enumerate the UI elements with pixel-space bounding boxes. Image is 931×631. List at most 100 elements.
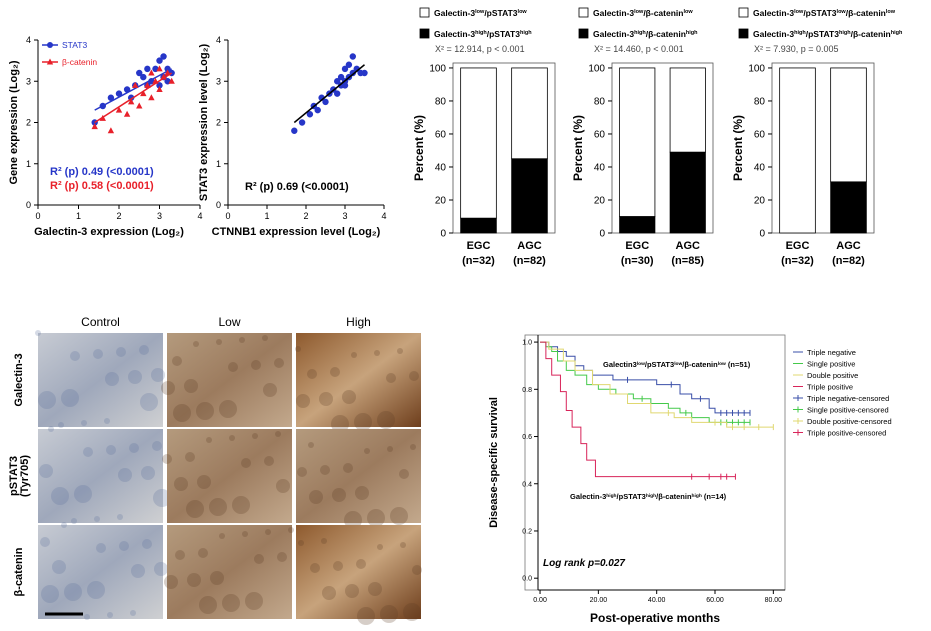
point — [132, 81, 139, 88]
texture — [83, 447, 93, 457]
survival-curve — [540, 341, 751, 423]
texture — [263, 383, 277, 397]
texture — [70, 351, 80, 361]
texture — [351, 352, 357, 358]
texture — [265, 529, 271, 535]
legend-label: Double positive-censored — [807, 417, 892, 426]
point — [148, 94, 155, 101]
y-tick-label: 4 — [216, 35, 221, 45]
survival-curve — [540, 341, 774, 428]
legend-censor — [793, 395, 803, 401]
superscript: low — [634, 9, 644, 15]
x-tick-label: 3 — [157, 211, 162, 221]
y-tick-label: 80 — [754, 96, 766, 107]
texture — [210, 571, 224, 585]
y-tick-label: 3 — [216, 76, 221, 86]
row-label: (Tyr705) — [19, 455, 31, 497]
x-tick-note: (n=30) — [621, 255, 654, 267]
legend-censor — [793, 429, 803, 436]
text-part: Galectin-3 — [593, 29, 634, 39]
superscript: high — [891, 30, 903, 36]
annotation: Galectin3low/pSTAT3low/β-cateninlow (n=5… — [603, 360, 751, 369]
legend-label: Galectin-3high/β-cateninhigh — [593, 29, 698, 39]
texture — [320, 465, 330, 475]
row-label: pSTAT3 — [8, 456, 20, 496]
texture — [216, 339, 222, 345]
point — [156, 57, 163, 64]
texture — [251, 360, 261, 370]
y-axis-label: Disease-specific survival — [488, 397, 500, 528]
superscript: low — [886, 9, 896, 15]
annotation: Log rank p=0.027 — [543, 558, 625, 569]
texture — [74, 485, 92, 503]
superscript: high — [520, 30, 532, 36]
texture — [399, 469, 409, 479]
texture — [161, 381, 175, 395]
texture — [343, 463, 353, 473]
x-tick-note: (n=82) — [513, 255, 546, 267]
superscript: high — [646, 493, 656, 499]
texture — [128, 370, 142, 384]
point — [298, 119, 306, 126]
superscript: low — [475, 9, 485, 15]
plot-frame — [452, 62, 556, 234]
texture — [151, 368, 165, 382]
x-tick-label: 2 — [116, 211, 121, 221]
point — [115, 106, 123, 113]
texture — [228, 362, 238, 372]
histology-image — [296, 333, 421, 427]
texture — [118, 468, 132, 482]
x-tick-label: EGC — [786, 240, 810, 252]
x-tick-label: 80.00 — [765, 597, 783, 604]
texture — [84, 614, 90, 620]
y-tick-label: 0.0 — [522, 576, 532, 583]
texture — [119, 541, 129, 551]
trend-line — [94, 68, 173, 111]
texture — [107, 612, 113, 618]
texture — [307, 369, 317, 379]
x-tick-label: 2 — [303, 211, 308, 221]
texture — [87, 581, 105, 599]
annotation: R² (p) 0.69 (<0.0001) — [245, 181, 349, 193]
legend-label: STAT3 — [62, 40, 87, 50]
bar-segment — [830, 67, 867, 183]
y-tick-label: 1 — [26, 159, 31, 169]
text-part: Galectin-3 — [753, 29, 794, 39]
texture — [219, 533, 225, 539]
texture — [390, 507, 408, 525]
y-axis-label: Gene expression (Log₂) — [8, 60, 20, 184]
bar-segment — [619, 216, 656, 234]
superscript: low — [674, 361, 682, 367]
text-part: Galectin3 — [603, 360, 637, 369]
texture — [61, 389, 79, 407]
x-tick-label: AGC — [676, 240, 701, 252]
texture — [140, 393, 158, 411]
point — [107, 94, 115, 101]
bar-segment — [779, 67, 816, 234]
legend-swatch — [578, 7, 589, 18]
texture — [209, 498, 227, 516]
legend-swatch — [738, 28, 749, 39]
point — [91, 123, 98, 130]
survival-curve — [540, 341, 736, 478]
point — [140, 90, 147, 97]
texture — [81, 420, 87, 426]
x-axis-label: Post-operative months — [590, 611, 720, 625]
texture — [264, 456, 274, 466]
legend-marker — [46, 58, 54, 65]
histology-image — [167, 525, 292, 619]
legend-label: Triple positive-censored — [807, 429, 886, 438]
point — [144, 81, 151, 88]
x-tick-label: 4 — [381, 211, 386, 221]
histology-image — [296, 525, 421, 619]
texture — [219, 400, 237, 418]
y-tick-label: 2 — [216, 118, 221, 128]
y-tick-label: 0.8 — [522, 387, 532, 394]
point — [334, 78, 341, 85]
superscript: high — [606, 493, 616, 499]
y-tick-label: 0 — [216, 200, 221, 210]
texture — [277, 552, 287, 562]
x-axis-label: Galectin-3 expression (Log₂) — [34, 226, 184, 238]
y-axis-label: STAT3 expression level (Log₂) — [198, 44, 210, 202]
x-tick-note: (n=32) — [781, 255, 814, 267]
